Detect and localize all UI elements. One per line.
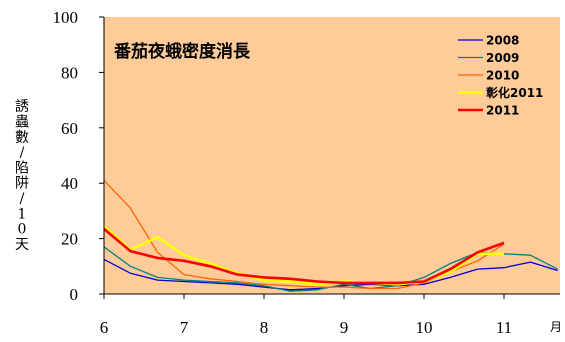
legend: 2008 2009 2010 彰化2011 2011 xyxy=(458,34,543,118)
x-axis-unit: 月 xyxy=(550,320,562,334)
chart-title: 番茄夜蛾密度消長 xyxy=(113,41,251,62)
x-tick-label-3: 9 xyxy=(340,318,349,337)
y-tick-label-3: 60 xyxy=(61,119,78,138)
legend-label-0: 2008 xyxy=(486,34,519,48)
x-tick-label-1: 7 xyxy=(180,318,189,337)
y-tick-label-0: 0 xyxy=(70,285,79,304)
y-tick-label-1: 20 xyxy=(61,230,78,249)
y-label-char-2: 數 xyxy=(15,130,29,146)
legend-label-4: 2011 xyxy=(486,104,519,118)
plot-area xyxy=(104,17,560,294)
y-label-char-3: / xyxy=(20,145,25,161)
y-label-char-9: 天 xyxy=(15,237,29,253)
x-tick-label-2: 8 xyxy=(260,318,269,337)
legend-label-3: 彰化2011 xyxy=(486,85,543,100)
x-tick-label-4: 10 xyxy=(416,318,433,337)
y-label-char-5: 阱 xyxy=(15,176,29,192)
legend-label-1: 2009 xyxy=(486,51,519,65)
y-label-char-7: 1 xyxy=(18,206,27,222)
x-tick-label-0: 6 xyxy=(100,318,109,337)
y-label-char-6: / xyxy=(20,191,25,207)
series-line-4 xyxy=(103,227,505,285)
y-axis-label: 誘蟲數/陷阱/10天 xyxy=(15,99,29,253)
y-label-char-1: 蟲 xyxy=(15,114,29,130)
y-tick-label-5: 100 xyxy=(53,8,79,27)
series-layer xyxy=(103,179,558,292)
x-tick-label-5: 11 xyxy=(496,318,512,337)
y-tick-label-4: 80 xyxy=(61,63,78,82)
legend-label-2: 2010 xyxy=(486,69,519,83)
y-label-char-4: 陷 xyxy=(15,160,29,176)
y-label-char-8: 0 xyxy=(18,222,27,238)
axes: 0 20 40 60 80 100 6 7 8 9 10 11 xyxy=(53,8,560,337)
y-label-char-0: 誘 xyxy=(15,99,29,115)
y-tick-label-2: 40 xyxy=(61,174,78,193)
